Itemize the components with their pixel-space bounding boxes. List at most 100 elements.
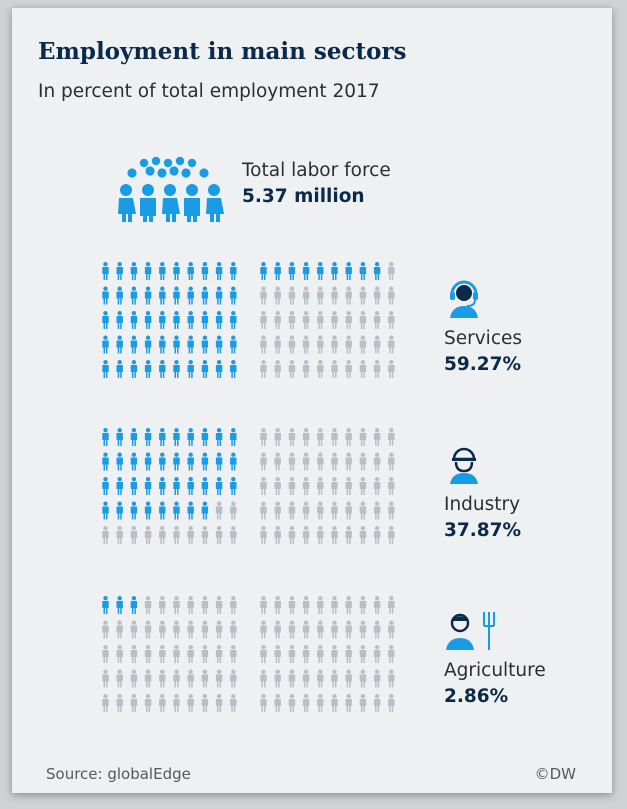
person-figure xyxy=(331,620,338,639)
person-figure xyxy=(130,694,138,712)
person-figure xyxy=(345,428,352,446)
person-figure xyxy=(159,477,166,495)
person-figure xyxy=(187,694,194,712)
person-figure xyxy=(230,669,237,688)
person-figure xyxy=(288,620,296,639)
person-figure xyxy=(116,501,123,520)
chart-subtitle: In percent of total employment 2017 xyxy=(38,81,380,102)
person-figure xyxy=(345,262,352,280)
person-figure xyxy=(345,645,352,663)
person-figure xyxy=(201,335,209,354)
person-figure xyxy=(159,286,166,305)
person-figure xyxy=(173,645,180,663)
person-figure xyxy=(230,428,237,446)
person-figure xyxy=(260,311,267,329)
person-figure xyxy=(302,477,310,495)
person-figure xyxy=(373,694,381,712)
industry-label: Industry xyxy=(444,494,521,515)
person-figure xyxy=(173,311,180,329)
person-figure xyxy=(215,452,223,471)
crowd-icon xyxy=(118,156,224,222)
person-figure xyxy=(102,596,109,614)
person-figure xyxy=(302,620,310,639)
person-figure xyxy=(288,477,296,495)
person-figure xyxy=(359,286,367,305)
person-figure xyxy=(260,694,267,712)
person-figure xyxy=(201,477,209,495)
person-figure xyxy=(345,335,352,354)
person-figure xyxy=(345,501,352,520)
person-figure xyxy=(373,311,381,329)
person-figure xyxy=(173,596,180,614)
person-figure xyxy=(388,262,395,280)
dw-credit: ©DW xyxy=(534,765,576,783)
person-figure xyxy=(102,477,109,495)
person-figure xyxy=(288,286,296,305)
person-figure xyxy=(345,596,352,614)
person-figure xyxy=(102,620,109,639)
person-figure xyxy=(359,428,367,446)
person-figure xyxy=(317,526,324,544)
source-note: Source: globalEdge xyxy=(46,765,191,783)
person-figure xyxy=(274,669,281,688)
person-figure xyxy=(260,452,267,471)
person-figure xyxy=(302,596,310,614)
person-figure xyxy=(144,596,152,614)
person-figure xyxy=(201,452,209,471)
person-figure xyxy=(359,596,367,614)
person-figure xyxy=(159,452,166,471)
person-figure xyxy=(144,360,152,378)
person-figure xyxy=(187,477,194,495)
person-figure xyxy=(130,311,138,329)
person-figure xyxy=(317,694,324,712)
person-figure xyxy=(274,501,281,520)
person-figure xyxy=(173,669,180,688)
person-figure xyxy=(288,596,296,614)
person-figure xyxy=(144,452,152,471)
person-figure xyxy=(288,335,296,354)
person-figure xyxy=(159,335,166,354)
person-figure xyxy=(331,477,338,495)
person-figure xyxy=(288,262,296,280)
person-figure xyxy=(359,452,367,471)
person-figure xyxy=(215,311,223,329)
person-figure xyxy=(359,262,367,280)
agriculture-label: Agriculture xyxy=(444,660,546,681)
person-figure xyxy=(359,501,367,520)
person-figure xyxy=(317,669,324,688)
person-figure xyxy=(116,262,123,280)
person-figure xyxy=(317,645,324,663)
person-figure xyxy=(331,596,338,614)
person-figure xyxy=(345,669,352,688)
person-figure xyxy=(215,526,223,544)
person-figure xyxy=(317,428,324,446)
person-figure xyxy=(331,501,338,520)
person-figure xyxy=(159,262,166,280)
person-figure xyxy=(302,501,310,520)
person-figure xyxy=(116,694,123,712)
person-figure xyxy=(260,335,267,354)
person-figure xyxy=(373,335,381,354)
person-figure xyxy=(187,262,194,280)
person-figure xyxy=(173,262,180,280)
person-figure xyxy=(345,452,352,471)
person-figure xyxy=(201,428,209,446)
person-figure xyxy=(130,335,138,354)
person-figure xyxy=(260,596,267,614)
person-figure xyxy=(116,526,123,544)
person-figure xyxy=(116,335,123,354)
person-figure xyxy=(345,311,352,329)
person-figure xyxy=(288,645,296,663)
person-figure xyxy=(187,360,194,378)
person-figure xyxy=(388,477,395,495)
person-figure xyxy=(215,286,223,305)
person-figure xyxy=(331,669,338,688)
person-figure xyxy=(388,620,395,639)
person-figure xyxy=(230,694,237,712)
person-figure xyxy=(187,452,194,471)
person-figure xyxy=(359,669,367,688)
services-label: Services xyxy=(444,328,523,349)
person-figure xyxy=(159,596,166,614)
person-figure xyxy=(187,428,194,446)
person-figure xyxy=(317,477,324,495)
